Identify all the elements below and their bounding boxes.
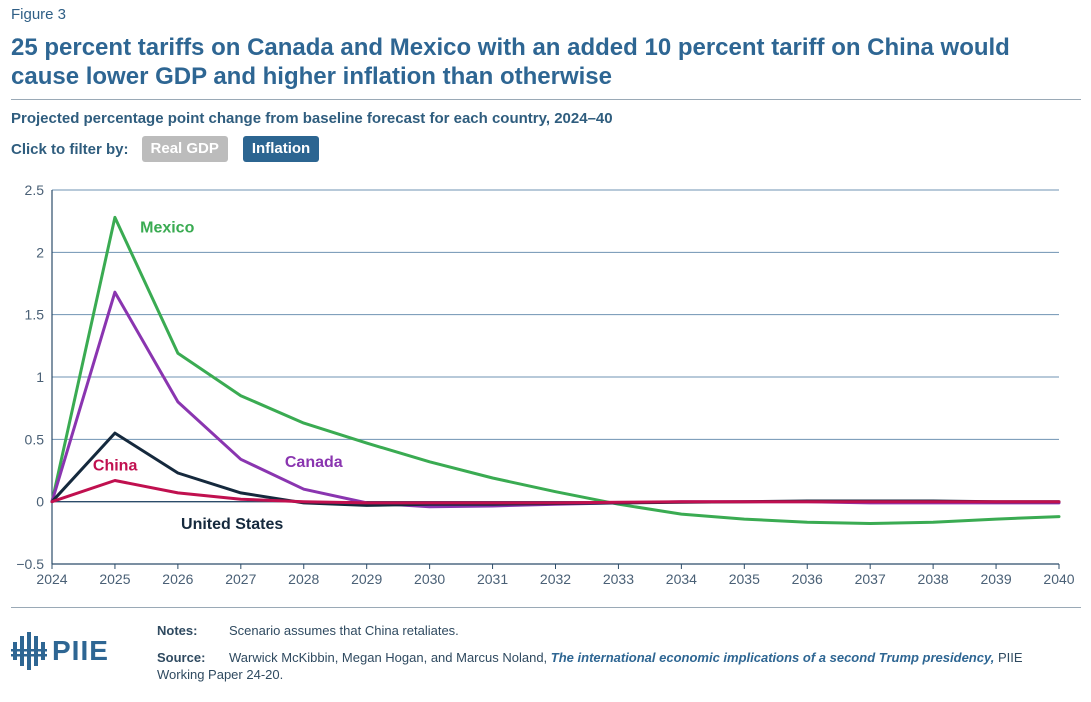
x-tick-label: 2036 [792, 571, 823, 587]
y-tick-label: 1.5 [25, 307, 45, 323]
piie-logo-icon [11, 632, 47, 670]
notes-label: Notes: [157, 623, 198, 638]
x-tick-label: 2035 [729, 571, 760, 587]
x-tick-label: 2031 [477, 571, 508, 587]
footer-divider [11, 607, 1081, 608]
x-tick-label: 2024 [36, 571, 67, 587]
x-tick-label: 2032 [540, 571, 571, 587]
x-tick-label: 2027 [225, 571, 256, 587]
source-authors: Warwick McKibbin, Megan Hogan, and Marcu… [229, 650, 548, 665]
series-lines [50, 215, 1061, 525]
gridlines [52, 189, 1059, 565]
filter-bar: Click to filter by: Real GDP Inflation [11, 136, 334, 162]
line-chart: −0.5 0 0.5 1 1.5 2 2.5 2024 2025 2026 2027 2028 2029… [16, 182, 1074, 587]
series-line-canada [50, 290, 1061, 509]
filter-label: Click to filter by: [11, 140, 129, 158]
y-tick-label: −0.5 [16, 556, 44, 572]
source-row: Source: Warwick McKibbin, Megan Hogan, an… [157, 649, 1057, 683]
x-tick-label: 2033 [603, 571, 634, 587]
y-tick-label: 0 [36, 494, 44, 510]
y-tick-label: 0.5 [25, 431, 45, 447]
series-label-united-states: United States [181, 516, 283, 533]
y-tick-label: 2 [36, 244, 44, 260]
source-series: PIIE Working Paper 24-20. [157, 650, 1023, 682]
inflation-filter-button[interactable]: Inflation [242, 136, 320, 162]
x-tick-label: 2034 [666, 571, 697, 587]
series-line-china [50, 479, 1061, 505]
x-tick-label: 2025 [99, 571, 130, 587]
piie-logo-text: PIIE [52, 635, 109, 666]
x-tick-label: 2038 [918, 571, 949, 587]
notes-text: Scenario assumes that China retaliates. [229, 623, 459, 638]
x-tick-label: 2026 [162, 571, 193, 587]
real-gdp-filter-button[interactable]: Real GDP [141, 136, 228, 162]
x-tick-label: 2030 [414, 571, 445, 587]
notes-block: Notes: Scenario assumes that China retali… [157, 622, 1057, 683]
piie-logo: PIIE [11, 630, 109, 672]
series-label-canada: Canada [285, 454, 343, 471]
x-tick-label: 2040 [1043, 571, 1074, 587]
series-label-mexico: Mexico [140, 219, 194, 236]
x-tick-label: 2028 [288, 571, 319, 587]
chart-title: 25 percent tariffs on Canada and Mexico … [11, 34, 1010, 90]
header-divider [11, 99, 1081, 100]
series-line-mexico [50, 215, 1061, 525]
y-tick-label: 2.5 [25, 182, 45, 198]
notes-row: Notes: Scenario assumes that China retali… [157, 622, 1057, 639]
series-label-china: China [93, 458, 138, 475]
x-tick-label: 2039 [980, 571, 1011, 587]
x-tick-label: 2029 [351, 571, 382, 587]
source-label: Source: [157, 650, 206, 665]
x-tick-label: 2037 [855, 571, 886, 587]
figure-label: Figure 3 [11, 6, 67, 23]
source-publication-link[interactable]: The international economic implications … [550, 650, 995, 665]
chart-subtitle: Projected percentage point change from b… [11, 110, 613, 127]
series-labels: Mexico Canada China United States [93, 219, 343, 533]
y-tick-label: 1 [36, 369, 44, 385]
axes: −0.5 0 0.5 1 1.5 2 2.5 2024 2025 2026 2027 2028 2029… [16, 182, 1074, 587]
